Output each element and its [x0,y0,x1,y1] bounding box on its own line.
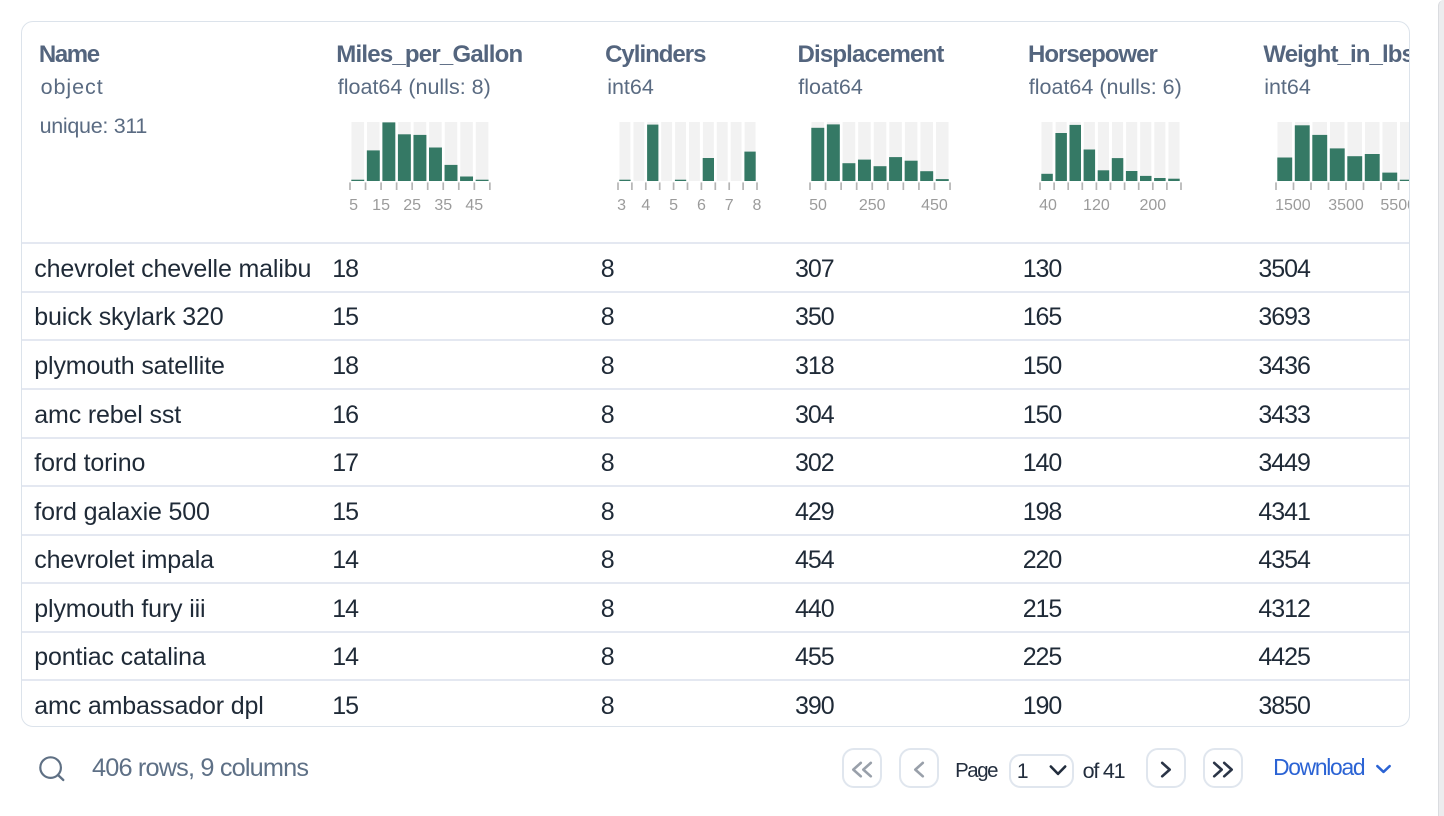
svg-text:8: 8 [753,197,762,214]
svg-text:3: 3 [617,197,626,214]
svg-text:50: 50 [809,197,827,214]
svg-text:4: 4 [642,197,651,214]
svg-text:250: 250 [859,197,886,214]
svg-text:45: 45 [465,197,483,214]
svg-text:1500: 1500 [1275,197,1311,214]
svg-text:5: 5 [349,197,358,214]
svg-text:7: 7 [725,197,734,214]
svg-text:5: 5 [670,197,679,214]
svg-text:5500: 5500 [1381,197,1410,214]
svg-text:6: 6 [697,197,706,214]
svg-text:3500: 3500 [1328,197,1364,214]
svg-text:200: 200 [1140,197,1167,214]
svg-text:40: 40 [1039,197,1057,214]
svg-text:35: 35 [434,197,452,214]
svg-text:120: 120 [1083,197,1110,214]
svg-text:25: 25 [403,197,421,214]
svg-text:15: 15 [372,197,390,214]
svg-text:450: 450 [922,197,949,214]
